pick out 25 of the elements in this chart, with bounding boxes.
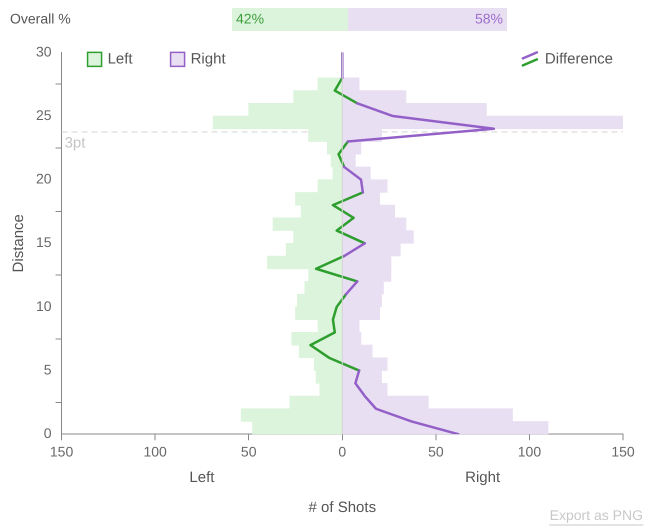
- x-tick-label: 100: [143, 443, 168, 460]
- legend-label: Right: [190, 50, 226, 68]
- y-tick-label: 20: [36, 170, 52, 187]
- y-tick-label: 30: [36, 43, 52, 60]
- y-axis-title: Overall %: [10, 10, 71, 26]
- ref-line-label: 3pt: [64, 134, 86, 152]
- y-axis-title: Distance: [10, 214, 28, 272]
- y-tick-label: 5: [44, 361, 52, 378]
- y-tick-label: 15: [36, 234, 52, 250]
- x-tick-label: 50: [428, 443, 444, 460]
- text: Left: [189, 468, 216, 486]
- x-tick-label: 150: [611, 443, 635, 460]
- x-tick-label: 150: [50, 443, 74, 460]
- legend-label: Left: [108, 50, 134, 68]
- y-tick-label: 10: [36, 298, 52, 314]
- x-tick-label: 50: [240, 443, 257, 460]
- data-label: 42%: [236, 10, 264, 26]
- x-tick-label: 0: [338, 443, 346, 460]
- y-tick-label: 25: [36, 106, 52, 123]
- y-tick-label: 0: [44, 425, 52, 442]
- legend-label: Difference: [544, 50, 613, 68]
- text: Right: [465, 468, 501, 486]
- x-axis-title: # of Shots: [308, 499, 376, 516]
- x-tick-label: 100: [518, 443, 542, 460]
- data-label: 58%: [474, 10, 503, 26]
